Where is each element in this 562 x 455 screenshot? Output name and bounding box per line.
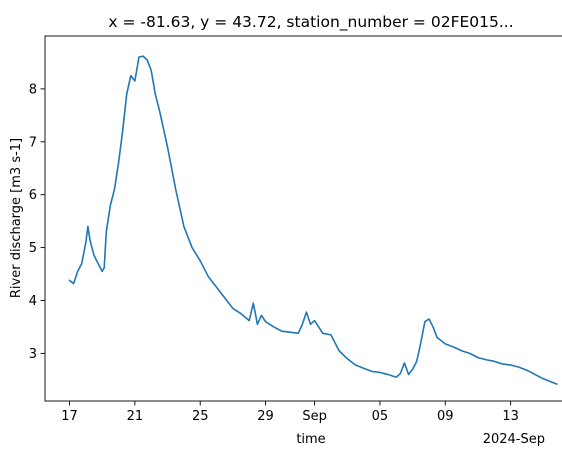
- y-tick-label: 5: [29, 241, 37, 256]
- x-axis-label: time: [296, 432, 325, 447]
- plot-area: [44, 35, 562, 402]
- y-tick-label: 4: [29, 294, 37, 309]
- x-tick-label: 29: [257, 409, 274, 424]
- x-tick-label: 21: [127, 409, 144, 424]
- y-tick-label: 3: [29, 347, 37, 362]
- chart-title: x = -81.63, y = 43.72, station_number = …: [108, 13, 513, 32]
- x-tick-label: 05: [372, 409, 389, 424]
- x-tick-label: 09: [437, 409, 454, 424]
- y-tick-label: 8: [29, 82, 37, 97]
- x-tick-label: Sep: [302, 409, 327, 424]
- x-tick-label: 25: [192, 409, 209, 424]
- y-axis: 3 4 5 6 7 8: [29, 82, 45, 362]
- y-tick-label: 6: [29, 188, 37, 203]
- x-tick-label: 13: [502, 409, 519, 424]
- x-axis: 17212529Sep05091317: [61, 401, 519, 424]
- discharge-series-line: [68, 55, 558, 385]
- y-axis-label: River discharge [m3 s-1]: [9, 138, 24, 298]
- series-layer: [68, 55, 558, 385]
- axes-frame: [44, 35, 562, 402]
- x-tick-label: 17: [61, 409, 78, 424]
- y-tick-label: 7: [29, 135, 37, 150]
- x-axis-offset-label: 2024-Sep: [483, 432, 545, 447]
